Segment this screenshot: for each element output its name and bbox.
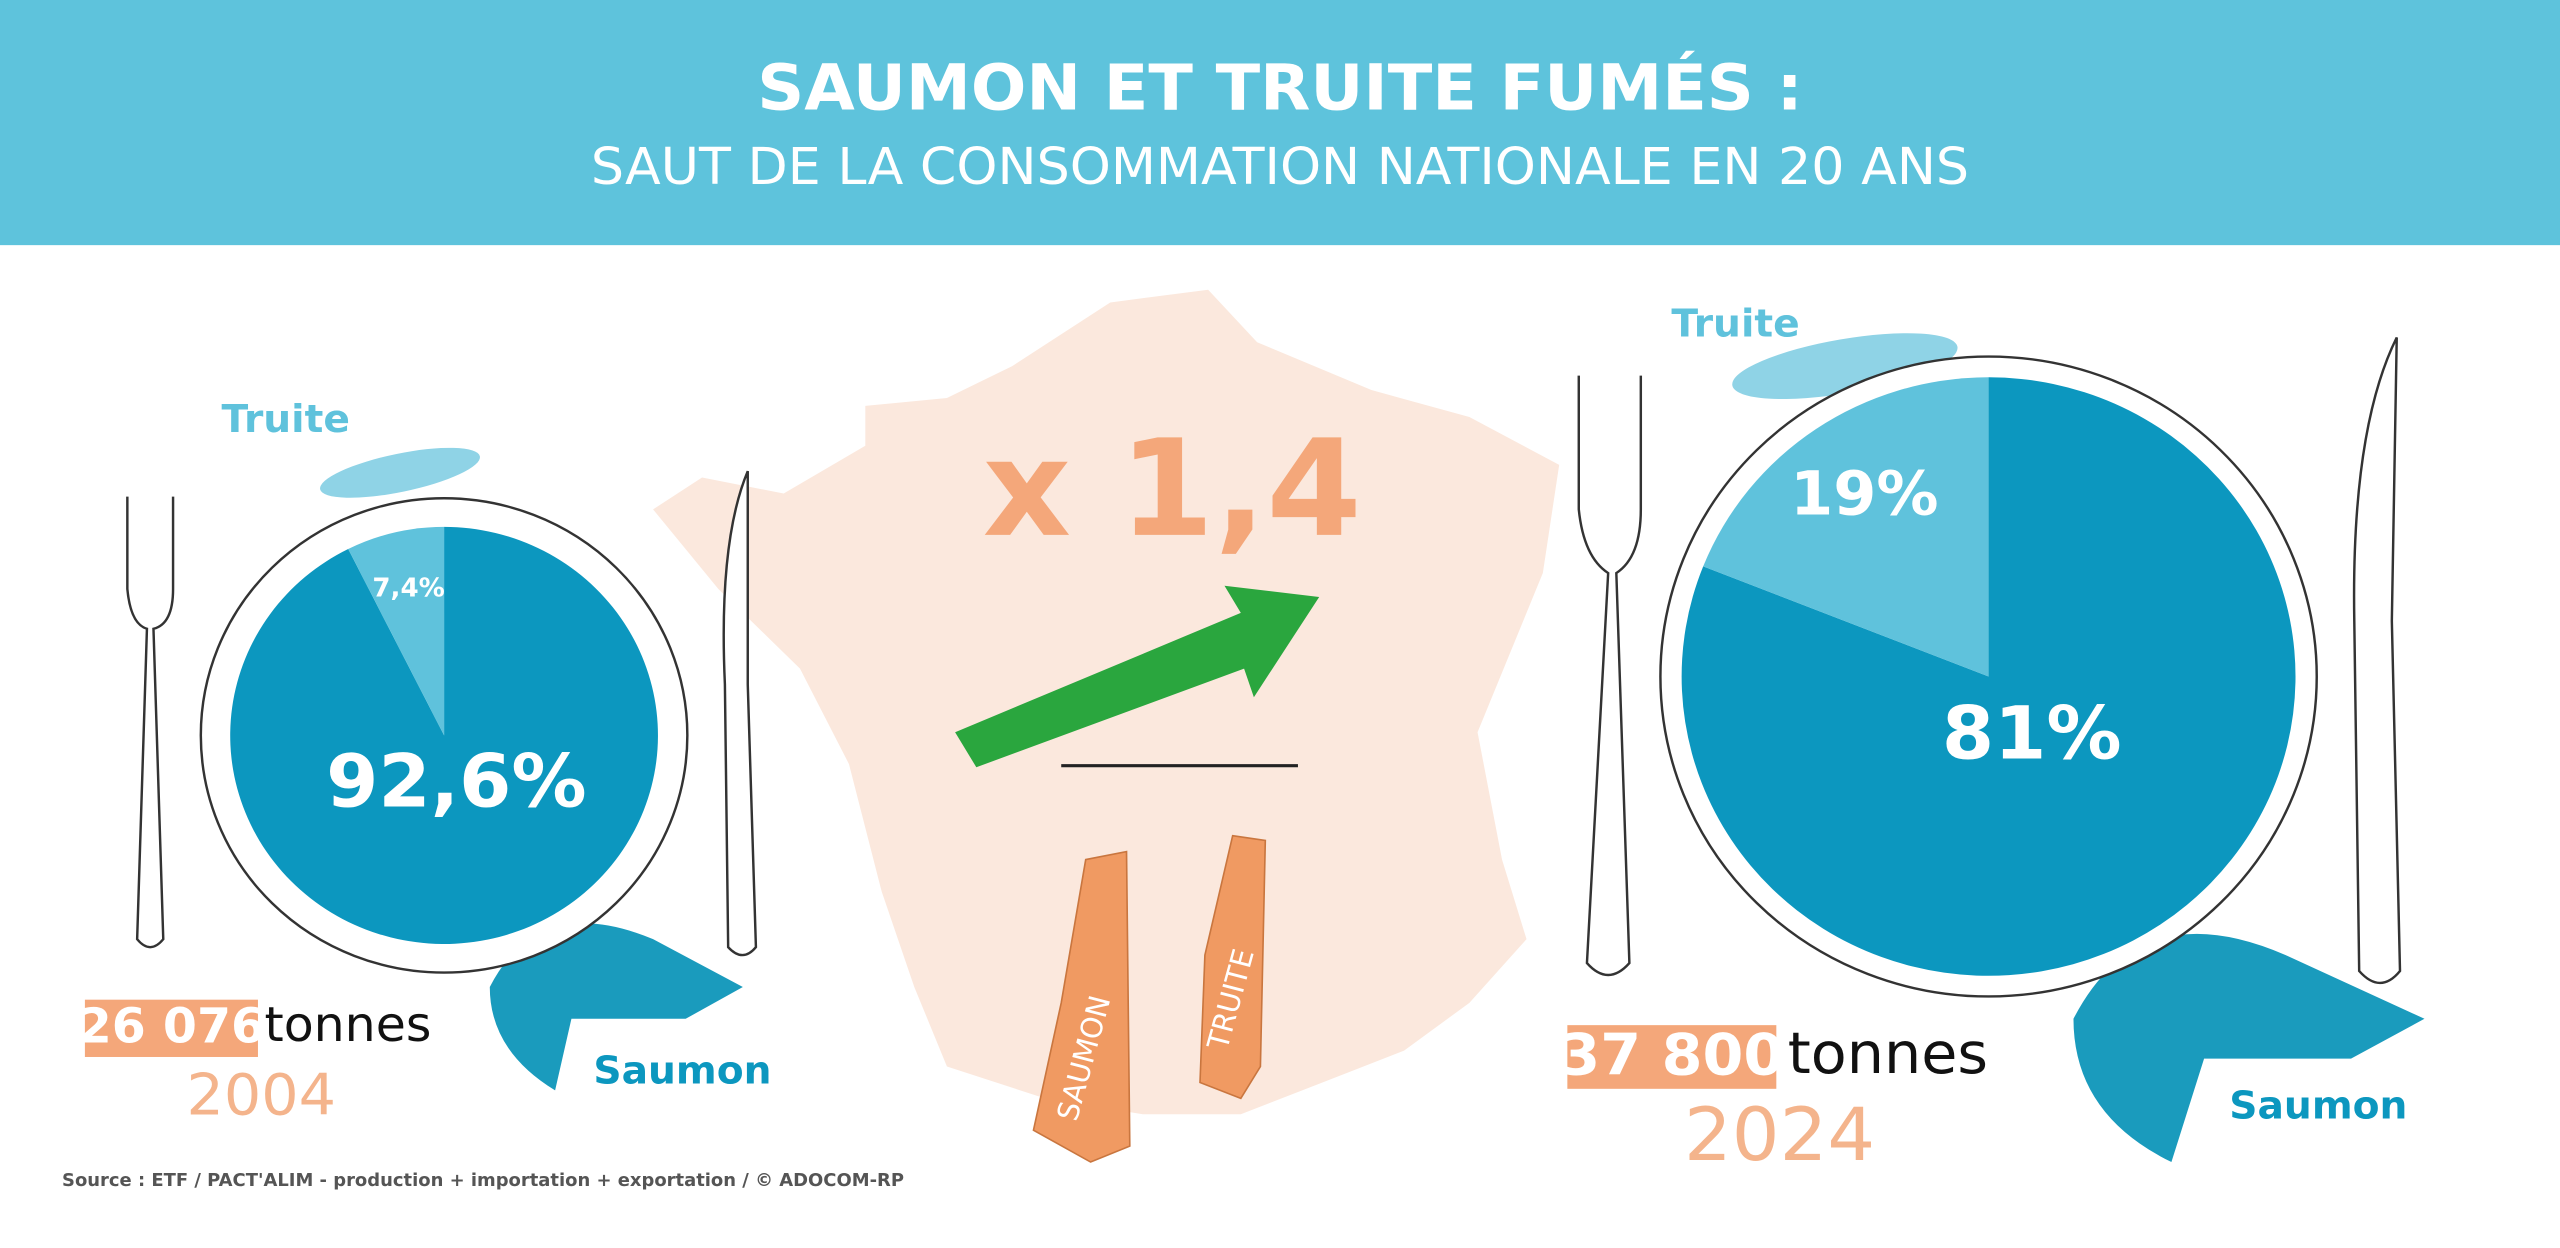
trout-icon bbox=[320, 447, 480, 498]
header-band bbox=[0, 0, 2560, 246]
tonnage: 37 800 bbox=[1559, 1021, 1784, 1088]
tonnage-box bbox=[1567, 1025, 1777, 1089]
trout-tag bbox=[1199, 834, 1267, 1100]
fork bbox=[126, 496, 175, 949]
pie-slice bbox=[230, 526, 658, 944]
source: Source : ETF / PACT'ALIM - production + … bbox=[62, 1171, 904, 1191]
legend-label: Saumon bbox=[593, 1049, 771, 1093]
year: 2024 bbox=[1684, 1093, 1875, 1178]
value-label: 19% bbox=[1790, 459, 1939, 529]
value-label: 92,6% bbox=[326, 739, 587, 824]
tonnage-box bbox=[84, 999, 258, 1057]
tonnage-unit: tonnes bbox=[264, 998, 431, 1053]
salmon-icon bbox=[2073, 933, 2425, 1163]
legend-label: Saumon bbox=[2229, 1084, 2407, 1128]
pie-slice bbox=[1681, 377, 2296, 976]
salmon-tag bbox=[1032, 850, 1131, 1163]
value-label: 81% bbox=[1942, 692, 2122, 777]
multiplier: x 1,4 bbox=[983, 410, 1362, 566]
title: SAUMON ET TRUITE FUMÉS : bbox=[757, 50, 1802, 125]
year: 2004 bbox=[186, 1061, 336, 1128]
subtitle: SAUT DE LA CONSOMMATION NATIONALE EN 20 … bbox=[591, 138, 1969, 197]
knife bbox=[2352, 336, 2402, 985]
salmon-icon bbox=[489, 923, 743, 1091]
value-label: 7,4% bbox=[372, 574, 445, 604]
fork bbox=[1577, 375, 1643, 977]
tonnage-unit: tonnes bbox=[1788, 1020, 1988, 1087]
legend-label: Truite bbox=[1671, 302, 1799, 346]
trout-icon bbox=[1732, 333, 1958, 400]
pie-slice bbox=[1703, 377, 1989, 677]
tonnage: 26 076 bbox=[78, 999, 265, 1054]
pie-slice bbox=[348, 526, 445, 736]
knife bbox=[722, 470, 758, 957]
growth-arrow bbox=[955, 585, 1320, 768]
legend-label: Truite bbox=[222, 398, 350, 442]
